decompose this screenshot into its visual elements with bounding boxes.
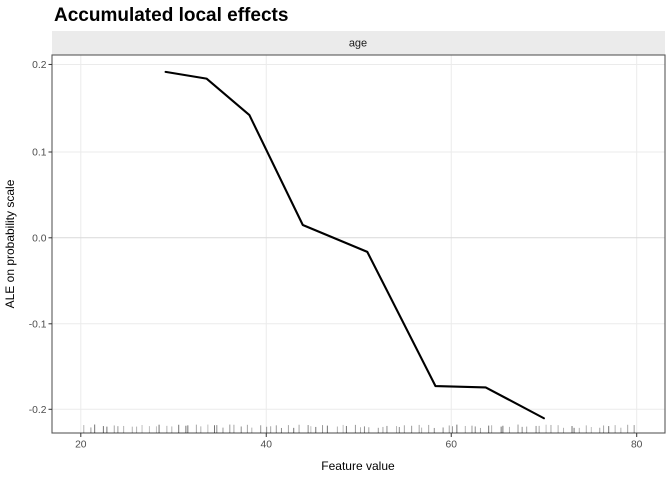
svg-text:0.2: 0.2 <box>32 60 47 71</box>
svg-text:0.0: 0.0 <box>32 233 47 244</box>
svg-text:60: 60 <box>446 440 458 451</box>
svg-text:ALE on probability scale: ALE on probability scale <box>3 179 17 308</box>
svg-text:0.1: 0.1 <box>32 148 47 159</box>
svg-text:-0.1: -0.1 <box>29 319 47 330</box>
svg-text:age: age <box>349 38 367 50</box>
svg-text:-0.2: -0.2 <box>29 405 47 416</box>
svg-text:80: 80 <box>631 440 643 451</box>
svg-text:Feature value: Feature value <box>321 459 395 473</box>
svg-text:20: 20 <box>75 440 87 451</box>
svg-text:40: 40 <box>261 440 273 451</box>
